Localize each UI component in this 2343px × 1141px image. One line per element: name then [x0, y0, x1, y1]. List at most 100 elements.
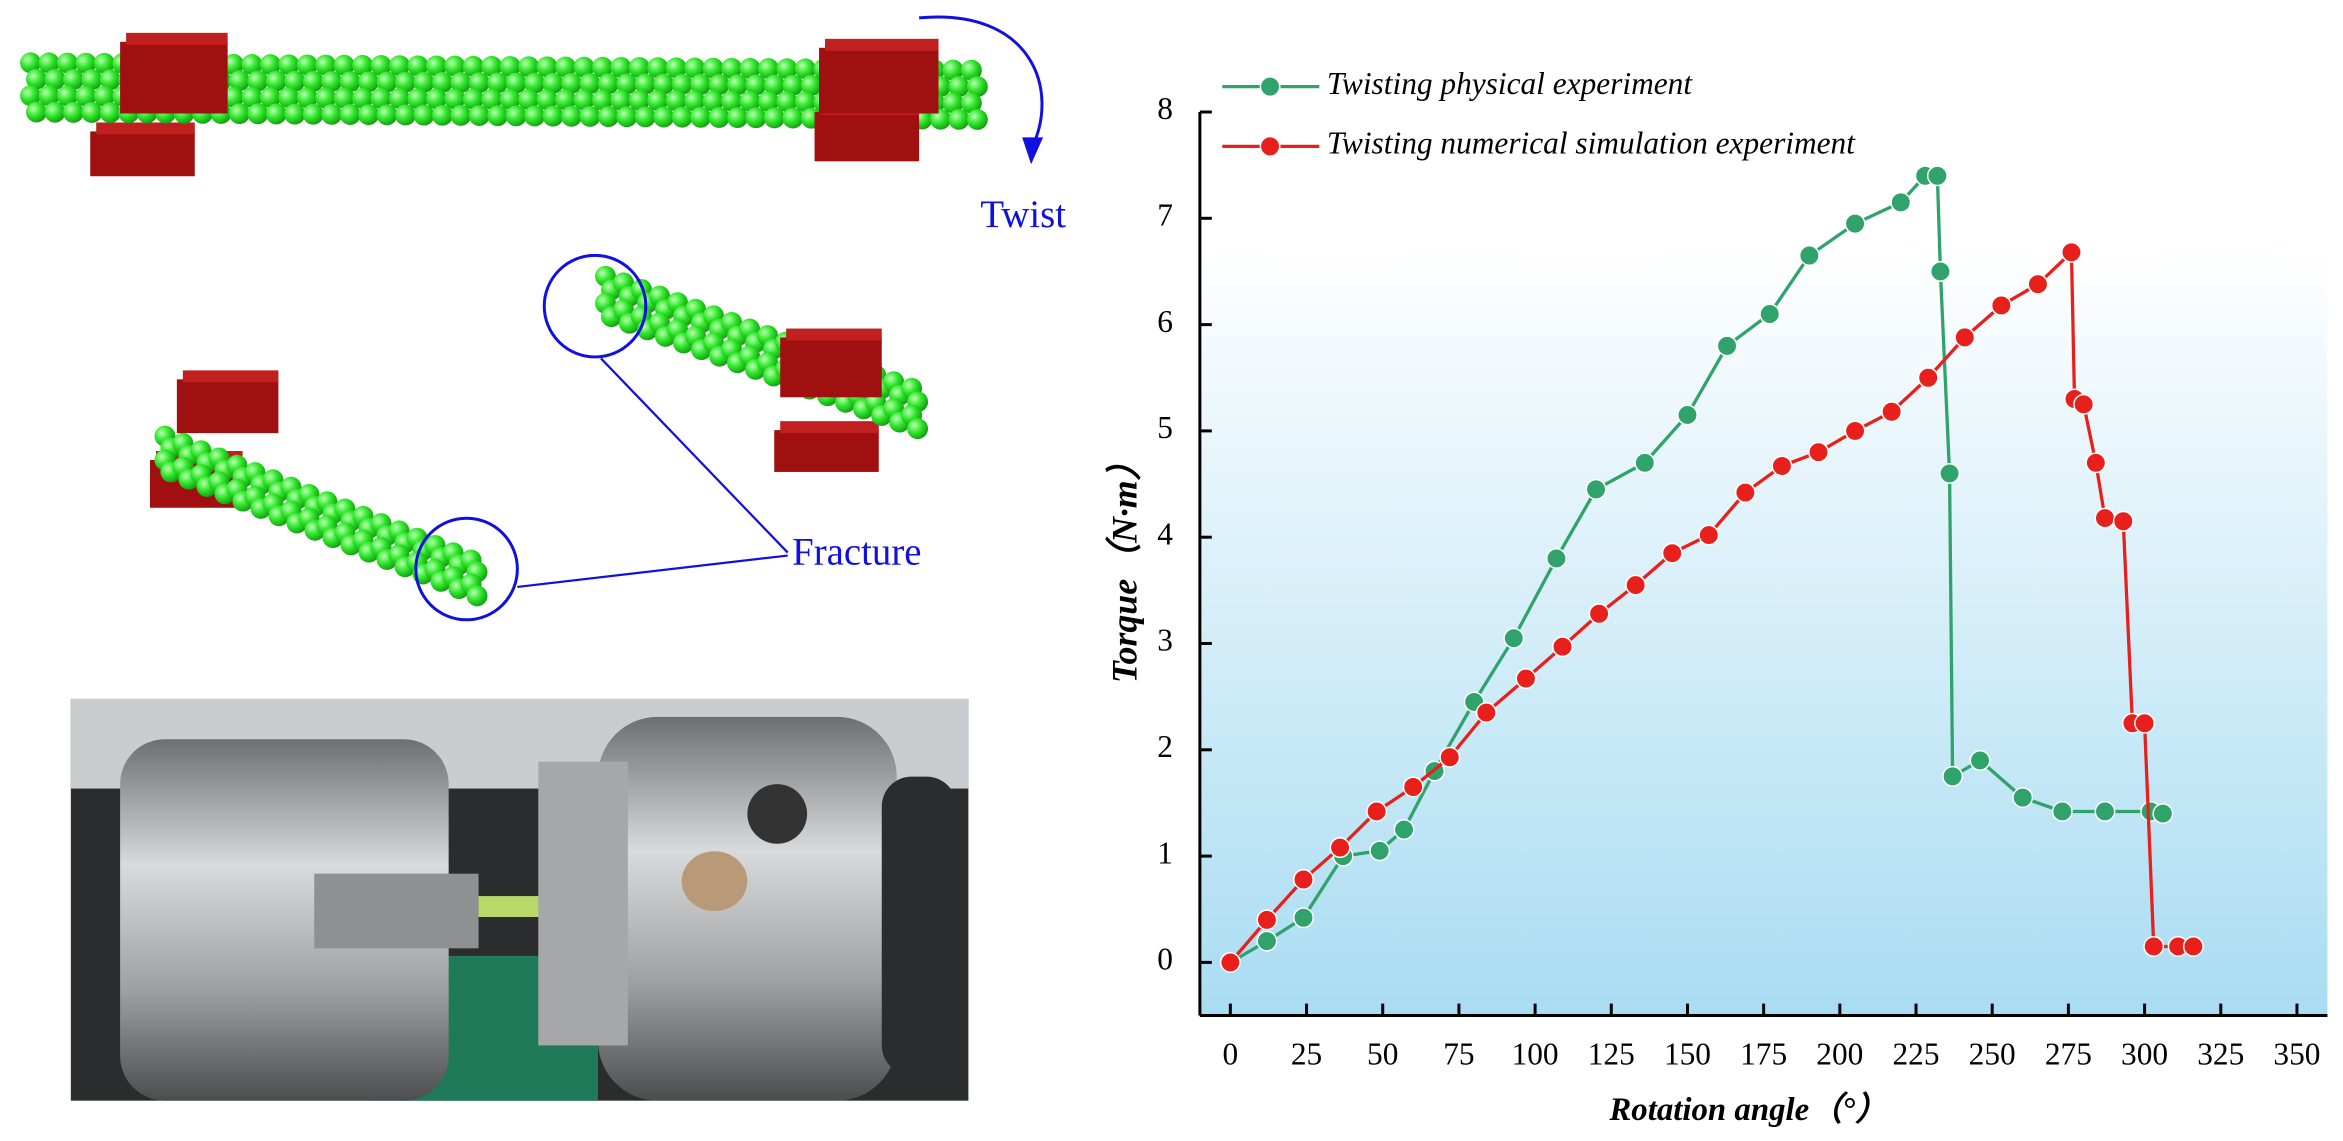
data-point: [1256, 930, 1278, 952]
particle: [690, 106, 712, 128]
particle: [315, 87, 337, 109]
data-point: [1890, 191, 1912, 213]
data-point: [1939, 462, 1961, 484]
particle: [505, 105, 527, 127]
particle: [358, 71, 380, 93]
particle: [960, 59, 982, 81]
data-point: [1256, 909, 1278, 931]
stain: [681, 851, 748, 912]
particle: [757, 58, 779, 80]
particle: [942, 92, 964, 114]
clamp: [120, 41, 228, 114]
clamp-top: [786, 328, 882, 341]
particle: [800, 74, 822, 96]
data-point: [2143, 936, 2165, 957]
particle: [321, 103, 343, 125]
particle: [425, 55, 447, 77]
chart: 0 1 2 3 4 5 6 7 8 0 25 50 75 100 125 150 175 200 225 250 275…: [1104, 66, 2328, 1128]
data-point: [2051, 801, 2073, 822]
data-point: [1402, 776, 1424, 798]
fracture-label: Fracture: [792, 530, 921, 573]
particle: [524, 72, 546, 94]
particle: [44, 101, 66, 123]
particle: [278, 87, 300, 109]
particle: [610, 89, 632, 111]
particle: [684, 57, 706, 79]
particle: [776, 91, 798, 113]
x-tick-label: 125: [1588, 1037, 1635, 1072]
particle: [431, 104, 453, 126]
clamp: [90, 131, 195, 177]
data-point: [1625, 574, 1647, 596]
particle: [555, 89, 576, 111]
particle: [302, 70, 324, 92]
particle: [487, 105, 509, 127]
particle: [407, 55, 429, 77]
legend-marker: [1259, 76, 1281, 98]
particle: [727, 107, 748, 129]
y-tick-label: 2: [1157, 729, 1173, 764]
particle: [948, 108, 970, 130]
particle: [966, 76, 988, 98]
particle: [296, 87, 318, 109]
particle: [653, 73, 675, 95]
leader: [600, 357, 789, 554]
particle: [93, 85, 115, 107]
clamp-top: [780, 421, 879, 434]
data-point: [1503, 627, 1525, 649]
arrow-head: [1022, 137, 1044, 165]
particle: [75, 52, 97, 74]
particle: [665, 90, 687, 112]
data-point: [1942, 765, 1964, 787]
particle: [20, 85, 41, 107]
clamp: [814, 112, 920, 162]
x-tick-label: 325: [2197, 1037, 2244, 1072]
particle: [389, 88, 410, 109]
particle: [265, 103, 287, 125]
particle: [907, 418, 929, 440]
data-point: [1798, 245, 1820, 266]
chuck-right: [598, 716, 897, 1101]
plot-background: [1199, 112, 2328, 1016]
data-point: [2073, 393, 2095, 415]
particle: [466, 585, 488, 607]
particle: [671, 106, 693, 128]
data-point: [2152, 803, 2174, 825]
data-point: [1771, 455, 1793, 477]
x-tick-label: 50: [1367, 1037, 1398, 1072]
data-point: [1759, 303, 1781, 325]
particle: [481, 55, 503, 77]
particle: [763, 107, 785, 129]
data-point: [1475, 702, 1497, 724]
particle: [721, 57, 742, 79]
clamp-top: [96, 122, 195, 135]
particle: [579, 73, 601, 94]
particle: [425, 88, 447, 110]
particle: [628, 89, 650, 111]
particle: [352, 87, 374, 109]
particle: [315, 54, 337, 76]
particle: [247, 70, 269, 92]
particle: [259, 87, 281, 108]
chuck-left: [120, 739, 449, 1101]
legend-marker: [1259, 135, 1281, 157]
particle: [75, 85, 97, 107]
particle: [591, 89, 613, 111]
particle: [942, 59, 964, 81]
data-point: [2085, 452, 2107, 474]
particle: [628, 57, 650, 79]
data-point: [1439, 746, 1461, 768]
particle: [358, 104, 380, 126]
particle: [616, 106, 638, 128]
particle: [499, 88, 521, 110]
particle: [352, 54, 374, 76]
particle: [782, 107, 804, 129]
data-point: [1366, 801, 1388, 822]
particle: [684, 90, 706, 112]
y-tick-label: 0: [1157, 942, 1173, 977]
data-point: [2060, 241, 2082, 263]
particle: [376, 71, 398, 93]
particle: [966, 109, 988, 130]
particle: [81, 69, 103, 91]
y-tick-label: 3: [1157, 623, 1173, 658]
